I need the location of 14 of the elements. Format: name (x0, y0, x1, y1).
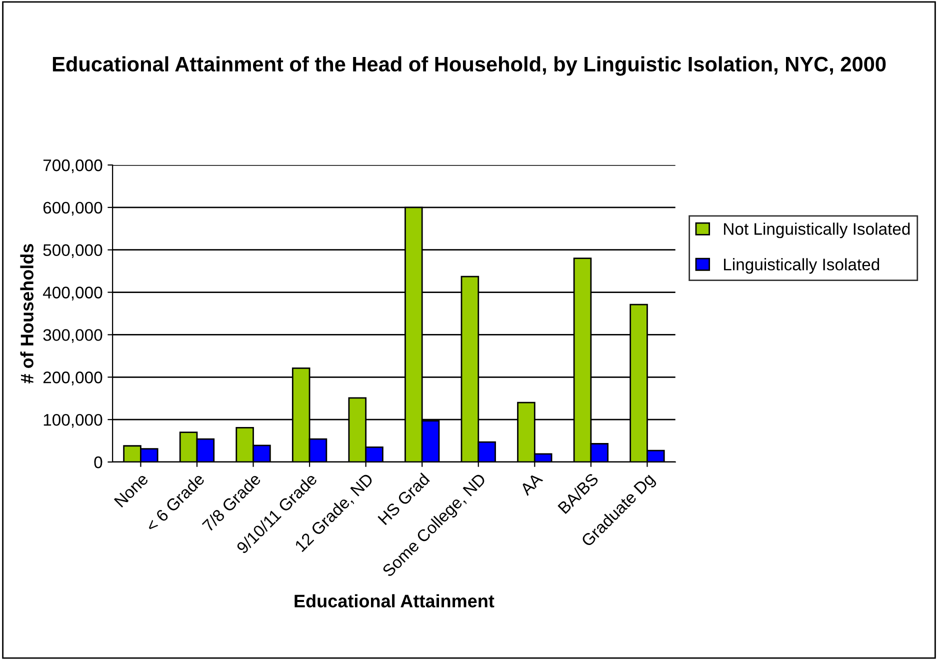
y-tick-label: 700,000 (43, 159, 102, 174)
y-tick-label: 200,000 (43, 372, 102, 386)
y-tick-label: 500,000 (43, 244, 102, 258)
x-axis-title: Educational Attainment (294, 594, 494, 608)
y-axis-title: # of Households (20, 244, 34, 384)
y-tick-label: 100,000 (44, 414, 102, 428)
y-tick-label: 600,000 (43, 202, 102, 216)
chart-title: Educational Attainment of the Head of Household, by Linguistic Isolation, NYC, 2000 (52, 56, 886, 76)
y-tick-label: 400,000 (42, 286, 102, 300)
y-tick-label: 300,000 (43, 329, 102, 343)
x-tick-label: AA (519, 472, 544, 496)
legend-label: Linguistically Isolated (724, 258, 880, 274)
y-tick-label: 0 (94, 456, 102, 468)
legend-label: Not Linguistically Isolated (724, 222, 910, 238)
